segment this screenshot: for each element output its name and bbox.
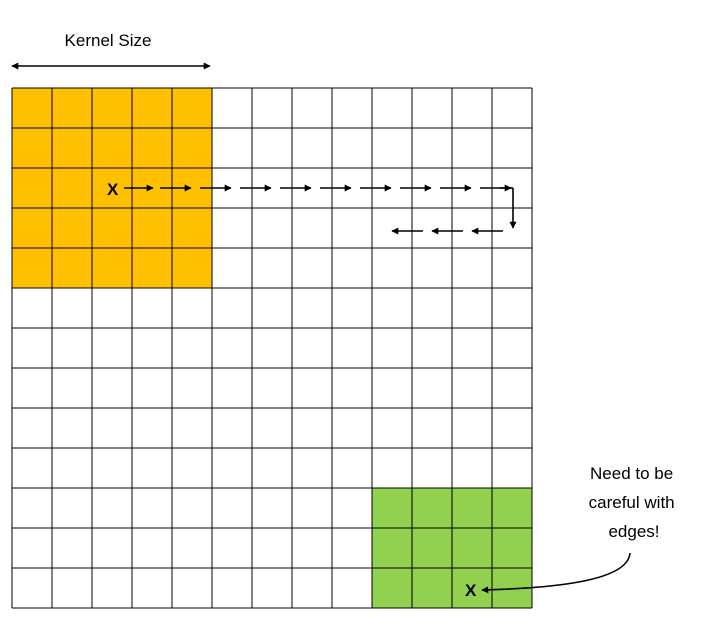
traversal-path (124, 184, 517, 235)
edge-marker: X (465, 581, 477, 600)
pixel-grid (11, 87, 533, 609)
start-marker: X (107, 180, 119, 199)
edge-note-line-1: Need to be (590, 464, 673, 483)
kernel-regions (12, 88, 532, 608)
kernel-size-label: Kernel Size (65, 31, 152, 50)
edge-note-line-3: edges! (608, 522, 659, 541)
edge-note-pointer (481, 552, 631, 594)
edge-note: Need to be careful with edges! (589, 464, 680, 541)
edge-note-line-2: careful with (589, 493, 675, 512)
